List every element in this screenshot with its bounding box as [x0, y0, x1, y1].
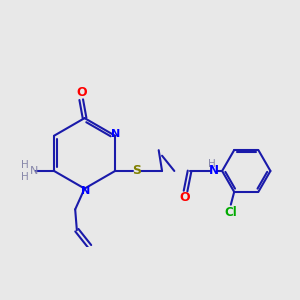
Text: N: N: [81, 186, 90, 196]
Text: H: H: [21, 172, 29, 182]
Text: H: H: [208, 159, 216, 169]
Text: N: N: [209, 164, 219, 178]
Text: N: N: [30, 166, 38, 176]
Text: O: O: [179, 191, 190, 204]
Text: S: S: [132, 164, 141, 178]
Text: Cl: Cl: [224, 206, 237, 218]
Text: N: N: [111, 129, 120, 139]
Text: H: H: [21, 160, 29, 170]
Text: O: O: [76, 86, 86, 100]
